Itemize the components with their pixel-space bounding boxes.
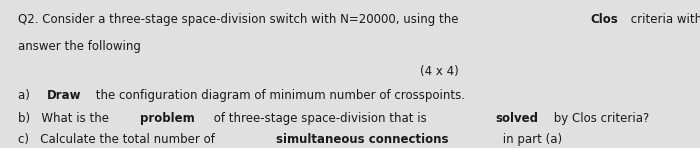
Text: simultaneous connections: simultaneous connections xyxy=(276,133,449,146)
Text: in part (a): in part (a) xyxy=(499,133,562,146)
Text: criteria with a: criteria with a xyxy=(626,13,700,26)
Text: solved: solved xyxy=(495,112,538,126)
Text: Q2. Consider a three-stage space-division switch with N=20000, using the: Q2. Consider a three-stage space-divisio… xyxy=(18,13,462,26)
Text: c)   Calculate the total number of: c) Calculate the total number of xyxy=(18,133,218,146)
Text: (4 x 4): (4 x 4) xyxy=(420,65,459,78)
Text: the configuration diagram of minimum number of crosspoints.: the configuration diagram of minimum num… xyxy=(92,89,465,102)
Text: problem: problem xyxy=(140,112,195,126)
Text: b)   What is the: b) What is the xyxy=(18,112,112,126)
Text: Draw: Draw xyxy=(48,89,82,102)
Text: Clos: Clos xyxy=(591,13,619,26)
Text: by Clos criteria?: by Clos criteria? xyxy=(550,112,650,126)
Text: answer the following: answer the following xyxy=(18,40,141,53)
Text: a): a) xyxy=(18,89,41,102)
Text: of three-stage space-division that is: of three-stage space-division that is xyxy=(211,112,431,126)
